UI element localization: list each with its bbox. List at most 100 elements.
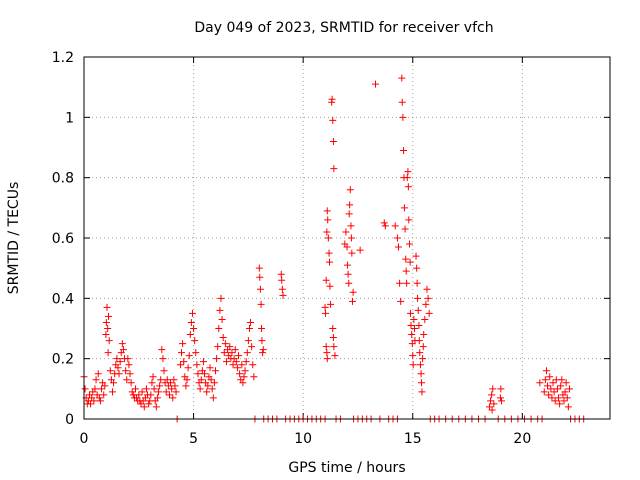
data-point bbox=[560, 397, 568, 405]
data-point bbox=[243, 349, 251, 357]
data-point bbox=[221, 340, 229, 348]
data-point bbox=[128, 388, 136, 396]
data-point bbox=[396, 279, 404, 287]
data-point bbox=[330, 165, 338, 173]
data-point bbox=[356, 246, 364, 254]
data-point bbox=[155, 388, 163, 396]
data-point bbox=[256, 285, 264, 293]
data-point bbox=[558, 376, 566, 384]
data-point bbox=[150, 385, 158, 393]
data-point bbox=[329, 116, 337, 124]
data-point bbox=[162, 388, 170, 396]
x-tick-label: 5 bbox=[189, 431, 198, 447]
data-point bbox=[397, 297, 405, 305]
y-tick-label: 1.2 bbox=[52, 50, 74, 66]
data-point bbox=[217, 294, 225, 302]
data-point bbox=[399, 113, 407, 121]
data-point bbox=[257, 300, 265, 308]
data-point bbox=[108, 388, 116, 396]
data-point bbox=[110, 379, 118, 387]
data-point bbox=[324, 216, 332, 224]
data-point bbox=[184, 364, 192, 372]
data-point bbox=[416, 361, 424, 369]
data-point bbox=[152, 403, 160, 411]
data-point bbox=[415, 337, 423, 345]
data-point bbox=[277, 270, 285, 278]
data-point bbox=[259, 346, 267, 354]
data-point bbox=[330, 343, 338, 351]
data-point bbox=[244, 337, 252, 345]
data-point bbox=[171, 382, 179, 390]
data-point bbox=[94, 370, 102, 378]
data-point bbox=[329, 334, 337, 342]
data-point bbox=[172, 388, 180, 396]
data-point bbox=[536, 379, 544, 387]
data-point bbox=[220, 349, 228, 357]
data-point bbox=[208, 385, 216, 393]
data-point bbox=[212, 367, 219, 375]
data-point bbox=[404, 168, 412, 176]
data-point bbox=[159, 355, 167, 363]
data-point bbox=[259, 349, 267, 357]
data-point bbox=[186, 331, 194, 339]
data-point bbox=[192, 349, 200, 357]
data-point bbox=[331, 352, 339, 360]
data-point bbox=[408, 331, 416, 339]
data-point bbox=[322, 343, 330, 351]
data-point bbox=[563, 394, 571, 402]
data-point bbox=[149, 373, 157, 381]
data-point bbox=[557, 382, 565, 390]
data-point bbox=[345, 279, 353, 287]
data-point bbox=[132, 385, 140, 393]
data-point bbox=[414, 306, 422, 314]
data-point bbox=[187, 318, 195, 326]
data-point bbox=[118, 340, 126, 348]
data-point bbox=[371, 80, 379, 88]
data-point bbox=[104, 325, 112, 332]
data-point bbox=[422, 300, 430, 308]
data-point bbox=[193, 361, 201, 369]
data-point bbox=[423, 285, 431, 293]
data-point bbox=[348, 249, 356, 257]
data-point bbox=[219, 334, 227, 342]
data-point bbox=[116, 358, 124, 366]
data-point bbox=[490, 400, 498, 408]
data-point bbox=[425, 309, 433, 317]
data-point bbox=[542, 367, 550, 375]
data-point bbox=[278, 285, 286, 293]
data-point bbox=[103, 303, 111, 311]
data-point bbox=[328, 95, 336, 103]
data-point bbox=[419, 355, 427, 363]
data-point bbox=[405, 240, 413, 248]
data-point bbox=[210, 379, 218, 387]
data-point bbox=[344, 270, 352, 278]
data-point bbox=[258, 337, 266, 345]
data-point bbox=[415, 321, 423, 329]
grid-layer bbox=[84, 57, 610, 419]
data-point bbox=[106, 367, 114, 375]
data-point bbox=[323, 349, 331, 357]
data-point bbox=[348, 297, 356, 305]
data-point bbox=[347, 234, 355, 242]
data-point bbox=[167, 379, 175, 387]
data-point bbox=[222, 358, 230, 366]
data-point bbox=[405, 216, 413, 224]
data-point bbox=[420, 331, 428, 339]
data-point bbox=[401, 225, 409, 233]
data-point bbox=[380, 219, 388, 227]
data-point bbox=[98, 385, 106, 393]
y-axis-label: SRMTID / TECUs bbox=[6, 182, 22, 295]
data-point bbox=[556, 400, 564, 408]
data-point bbox=[123, 376, 131, 384]
data-point bbox=[100, 391, 108, 399]
data-point bbox=[245, 325, 253, 332]
data-point bbox=[409, 352, 417, 360]
data-point bbox=[402, 255, 410, 263]
data-point bbox=[207, 376, 215, 384]
data-point bbox=[541, 376, 549, 384]
data-point bbox=[279, 291, 287, 299]
data-point bbox=[404, 183, 412, 191]
data-point bbox=[176, 361, 184, 369]
data-point bbox=[218, 315, 226, 323]
data-point bbox=[87, 400, 95, 408]
